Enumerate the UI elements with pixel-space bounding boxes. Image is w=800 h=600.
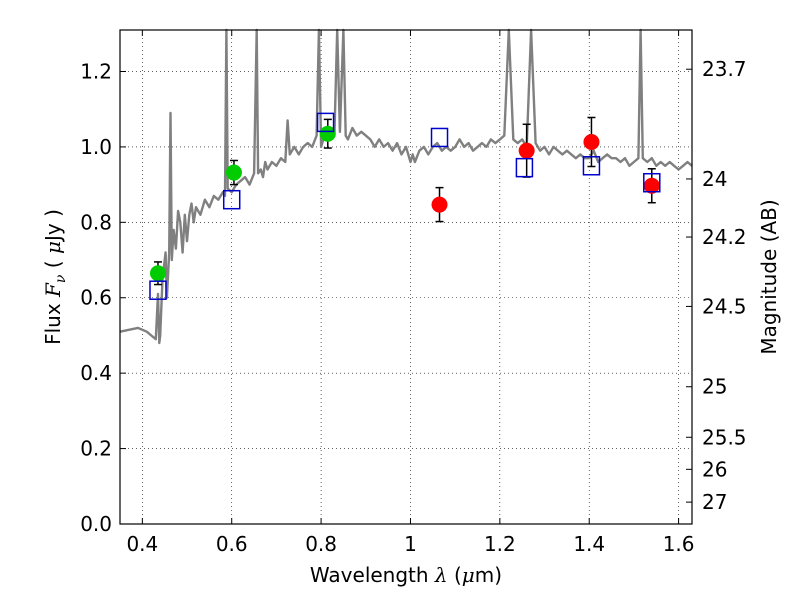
y2-tick-label: 26 bbox=[702, 457, 727, 481]
error-bars bbox=[153, 116, 656, 286]
photometry-point bbox=[319, 125, 336, 142]
x-tick-label: 0.4 bbox=[126, 532, 158, 556]
y-tick-label: 1.2 bbox=[80, 59, 112, 83]
model-photometry-squares bbox=[149, 112, 661, 300]
photometry-point bbox=[431, 196, 448, 213]
model-square-marker bbox=[643, 172, 661, 193]
y-tick-label: 0.6 bbox=[80, 286, 112, 310]
photometry-point bbox=[518, 142, 535, 159]
x-tick-labels: 0.4 0.6 0.8 1 1.2 1.4 1.6 bbox=[126, 532, 694, 556]
photometry-point bbox=[225, 164, 242, 181]
y2-tick-label: 24 bbox=[702, 167, 727, 191]
model-square-marker bbox=[316, 112, 335, 133]
grid-lines bbox=[120, 30, 692, 525]
y-tick-labels: 0.0 0.2 0.4 0.6 0.8 1.0 1.2 bbox=[80, 59, 112, 536]
plot-frame bbox=[119, 29, 693, 525]
x-tick-label: 0.6 bbox=[216, 532, 248, 556]
y2-tick-label: 24.2 bbox=[702, 225, 747, 249]
x-tick-label: 1.4 bbox=[573, 532, 605, 556]
y2-axis-title: Magnitude (AB) bbox=[757, 199, 781, 354]
model-square-marker bbox=[430, 127, 449, 148]
y2-tick-label: 25 bbox=[702, 375, 727, 399]
model-square-marker bbox=[222, 189, 241, 210]
y-tick-label: 0.2 bbox=[80, 437, 112, 461]
y-axis-title: Flux Fν ( μJy ) bbox=[41, 209, 69, 345]
y2-tick-label: 24.5 bbox=[702, 294, 747, 318]
x-tick-label: 0.8 bbox=[305, 532, 337, 556]
photometry-point bbox=[643, 177, 660, 194]
y-tick-label: 1.0 bbox=[80, 135, 112, 159]
photometry-point bbox=[149, 265, 166, 282]
model-square-marker bbox=[515, 157, 534, 178]
x-tick-label: 1.6 bbox=[663, 532, 695, 556]
axis-ticks bbox=[120, 30, 692, 525]
y-tick-label: 0.0 bbox=[80, 512, 112, 536]
x-tick-label: 1.2 bbox=[484, 532, 516, 556]
model-square-marker bbox=[582, 156, 601, 176]
y-tick-label: 0.4 bbox=[80, 361, 112, 385]
model-spectrum-line bbox=[119, 28, 693, 345]
photometry-point bbox=[583, 133, 600, 150]
x-tick-label: 1 bbox=[404, 532, 417, 556]
y2-tick-labels: 23.7 24 24.2 24.5 25 25.5 26 27 bbox=[702, 57, 747, 514]
y2-tick-label: 25.5 bbox=[702, 425, 747, 449]
spectrum-path bbox=[119, 28, 693, 345]
y2-tick-label: 23.7 bbox=[702, 57, 747, 81]
x-axis-title: Wavelength λ (μm) bbox=[310, 563, 502, 587]
photometry-markers bbox=[149, 125, 660, 282]
y-tick-label: 0.8 bbox=[80, 210, 112, 234]
y2-tick-label: 27 bbox=[702, 490, 727, 514]
model-square-marker bbox=[149, 280, 167, 300]
